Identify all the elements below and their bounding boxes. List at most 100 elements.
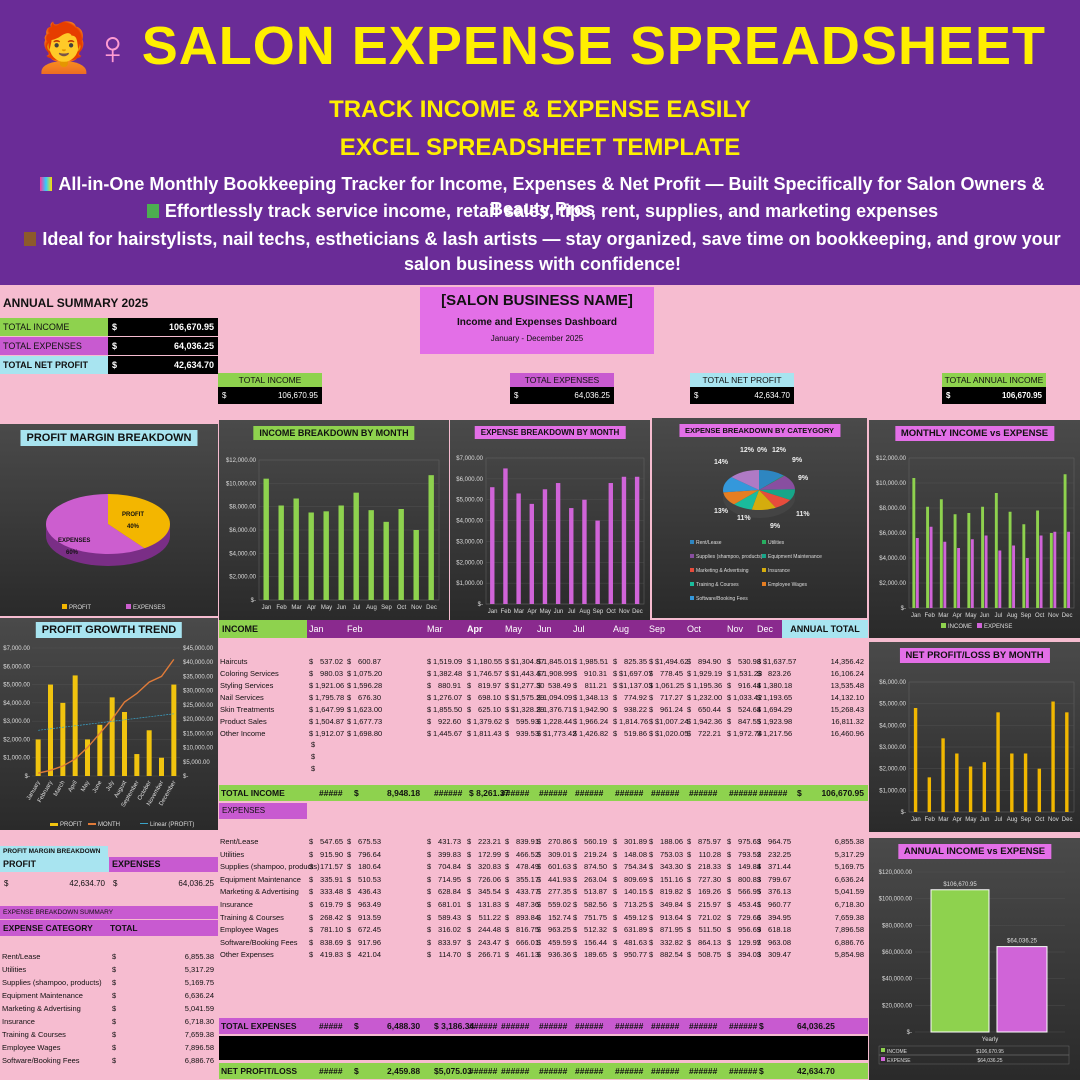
cell-value[interactable]: 1,814.76: [619, 717, 649, 726]
cell-value[interactable]: 1,519.09: [433, 657, 463, 666]
bar[interactable]: [85, 739, 90, 776]
cell-value[interactable]: 1,382.48: [433, 669, 463, 678]
cell-value[interactable]: 1,746.57: [473, 669, 503, 678]
cell-value[interactable]: 466.52: [516, 849, 539, 859]
cell-value[interactable]: 355.17: [516, 874, 539, 884]
bar[interactable]: [109, 697, 115, 776]
bar[interactable]: [929, 526, 933, 608]
cell-value[interactable]: 1,942.36: [693, 717, 723, 726]
cell-value[interactable]: 399.83: [438, 849, 461, 859]
pie-slice[interactable]: [734, 490, 759, 510]
bar[interactable]: [122, 712, 127, 776]
cell-value[interactable]: 1,193.65: [763, 693, 793, 702]
cell-value[interactable]: 628.84: [438, 887, 461, 897]
cell-value[interactable]: 781.10: [320, 925, 343, 935]
cell-value[interactable]: 938.22: [624, 705, 647, 714]
bar-expense[interactable]: [996, 946, 1048, 1033]
cell-value[interactable]: $1,277.30: [511, 681, 545, 690]
cell-value[interactable]: 839.91: [516, 837, 539, 846]
bar[interactable]: [503, 468, 508, 604]
bar[interactable]: [941, 738, 945, 812]
cell-value[interactable]: $1,328.29: [511, 705, 545, 714]
cell-value[interactable]: 333.48: [320, 887, 343, 897]
bar[interactable]: [582, 499, 587, 604]
cell-value[interactable]: 882.54: [660, 950, 683, 960]
cell-value[interactable]: 922.60: [438, 717, 461, 726]
cell-value[interactable]: 666.01: [516, 937, 539, 947]
cell-value[interactable]: $1,773.42: [543, 729, 577, 738]
cell-value[interactable]: 819.97: [478, 681, 501, 690]
bar[interactable]: [984, 535, 988, 609]
cell-value[interactable]: 963.08: [768, 937, 791, 947]
bar[interactable]: [35, 739, 41, 776]
cell-value[interactable]: 917.96: [358, 937, 381, 947]
cell-value[interactable]: 726.06: [478, 874, 501, 884]
bar[interactable]: [926, 506, 930, 608]
cell-value[interactable]: 459.12: [624, 912, 647, 922]
cell-value[interactable]: 421.04: [358, 950, 381, 960]
cell-value[interactable]: 309.01: [548, 849, 571, 859]
cell-value[interactable]: 1,180.55: [473, 657, 503, 666]
pie-slice[interactable]: [751, 490, 776, 510]
cell-value[interactable]: 140.15: [624, 887, 647, 897]
cell-value[interactable]: 376.13: [768, 887, 791, 897]
cell-value[interactable]: 704.84: [438, 862, 461, 872]
bar[interactable]: [97, 724, 103, 776]
cell-value[interactable]: 537.02: [320, 657, 343, 666]
cell-value[interactable]: 1,379.62: [473, 717, 503, 726]
bar[interactable]: [1023, 753, 1028, 813]
cell-value[interactable]: 964.75: [768, 837, 791, 846]
cell-value[interactable]: 156.44: [584, 937, 607, 947]
cell-value[interactable]: 215.97: [698, 900, 721, 909]
bar[interactable]: [996, 712, 1000, 812]
cell-value[interactable]: 1,094.09: [543, 693, 573, 702]
cell-value[interactable]: 436.43: [358, 887, 381, 897]
cell-value[interactable]: 1,232.00: [693, 693, 723, 702]
cell-value[interactable]: 582.56: [584, 900, 607, 909]
bar[interactable]: [146, 730, 152, 776]
cell-value[interactable]: 301.89: [624, 837, 647, 846]
bar[interactable]: [595, 520, 600, 604]
cell-value[interactable]: 349.84: [660, 900, 683, 909]
bar[interactable]: [555, 483, 561, 604]
cell-value[interactable]: 963.49: [358, 900, 381, 909]
cell-value[interactable]: 169.26: [698, 887, 721, 897]
bar[interactable]: [398, 509, 404, 600]
pie-slice[interactable]: [723, 477, 759, 493]
bar[interactable]: [263, 478, 269, 600]
bar[interactable]: [569, 508, 574, 604]
bar[interactable]: [1049, 533, 1053, 608]
bar[interactable]: [159, 757, 164, 776]
cell-value[interactable]: 825.35: [624, 657, 647, 666]
cell-value[interactable]: 672.45: [358, 925, 381, 935]
cell-value[interactable]: 721.02: [698, 912, 721, 922]
cell-value[interactable]: 589.43: [438, 912, 461, 922]
cell-value[interactable]: 751.75: [584, 912, 607, 922]
cell-value[interactable]: 510.53: [358, 874, 381, 884]
cell-value[interactable]: 975.63: [738, 837, 761, 846]
business-name[interactable]: [SALON BUSINESS NAME]: [441, 292, 633, 309]
cell-value[interactable]: 263.04: [584, 874, 607, 884]
pie-slice-expenses[interactable]: [46, 494, 145, 554]
cell-value[interactable]: 681.01: [438, 900, 461, 909]
cell-value[interactable]: 343.30: [660, 862, 683, 872]
bar[interactable]: [1008, 511, 1012, 608]
cell-value[interactable]: 152.74: [548, 912, 571, 922]
cell-value[interactable]: 713.25: [624, 900, 647, 909]
cell-value[interactable]: 961.24: [660, 705, 683, 714]
cell-value[interactable]: 394.03: [738, 950, 761, 960]
cell-value[interactable]: 675.53: [358, 837, 381, 846]
cell-value[interactable]: 188.06: [660, 837, 683, 846]
cell-value[interactable]: 595.93: [516, 717, 539, 726]
cell-value[interactable]: 419.83: [320, 950, 343, 960]
cell-value[interactable]: 1,855.50: [433, 705, 463, 714]
bar-income[interactable]: [930, 889, 990, 1033]
pie-slice[interactable]: [723, 490, 759, 505]
bar[interactable]: [912, 478, 916, 608]
bar[interactable]: [368, 510, 374, 600]
cell-value[interactable]: 1,531.23: [733, 669, 763, 678]
cell-value[interactable]: 481.63: [624, 937, 647, 947]
cell-value[interactable]: 508.75: [698, 950, 721, 960]
cell-value[interactable]: 1,217.56: [763, 729, 793, 738]
bar[interactable]: [293, 498, 299, 601]
